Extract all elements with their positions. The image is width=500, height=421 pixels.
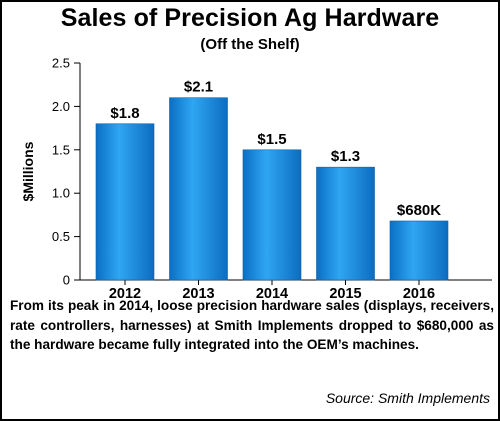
y-tick-label: 0.5 [52, 229, 70, 244]
x-tick-label: 2015 [329, 286, 361, 300]
data-label: $1.8 [110, 105, 139, 122]
chart-title: Sales of Precision Ag Hardware [60, 4, 440, 32]
y-tick-label: 2.5 [52, 56, 70, 71]
x-tick-label: 2012 [109, 286, 141, 300]
bar-2015 [316, 166, 375, 281]
bar-chart: 0 0.5 1.0 1.5 2.0 2.5 $Millions 2012 $1.8 2013 $2… [20, 56, 492, 300]
data-label: $680K [397, 202, 441, 219]
y-tick-label: 2.0 [52, 99, 70, 114]
data-label: $1.3 [331, 148, 360, 165]
data-label: $1.5 [257, 131, 286, 148]
chart-subtitle: (Off the Shelf) [200, 36, 300, 53]
x-tick-label: 2014 [256, 286, 288, 300]
bar-2016 [389, 220, 449, 281]
source-note: Source: Smith Implements [325, 390, 490, 406]
bar-2013 [169, 97, 228, 281]
chart-caption: From its peak in 2014, loose precision h… [10, 298, 494, 352]
y-tick-label: 1.5 [52, 142, 70, 157]
x-tick-label: 2013 [182, 286, 214, 300]
bar-2014 [242, 149, 302, 281]
y-tick-label: 1.0 [52, 186, 70, 201]
y-axis-title: $Millions [20, 141, 36, 201]
y-tick-label: 0 [63, 273, 70, 288]
bar-2012 [95, 123, 155, 281]
data-label: $2.1 [184, 79, 213, 96]
x-tick-label: 2016 [403, 286, 435, 300]
